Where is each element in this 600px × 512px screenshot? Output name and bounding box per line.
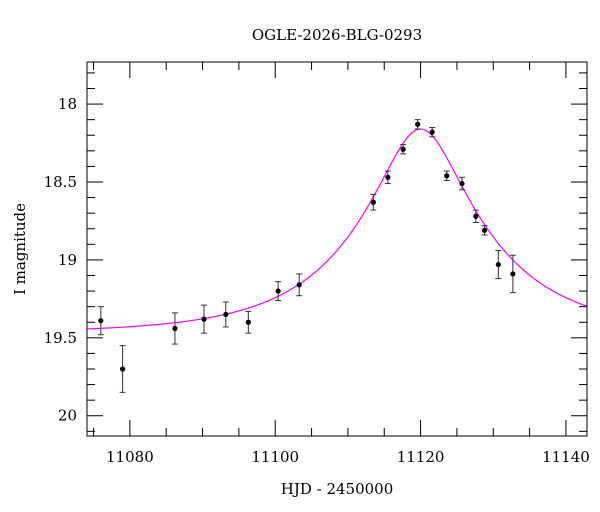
data-point xyxy=(97,306,104,336)
y-tick-label: 18 xyxy=(58,95,77,113)
data-point xyxy=(429,126,436,138)
model-curve xyxy=(86,128,588,330)
point-marker xyxy=(400,146,406,152)
point-marker xyxy=(385,174,391,180)
x-axis-label: HJD - 2450000 xyxy=(281,480,394,498)
data-point xyxy=(414,119,421,130)
data-point xyxy=(509,254,516,294)
point-marker xyxy=(120,366,126,372)
point-marker xyxy=(370,199,376,205)
point-marker xyxy=(473,213,479,219)
data-point xyxy=(495,250,502,280)
data-point xyxy=(222,301,229,328)
point-marker xyxy=(296,282,302,288)
model-curve-group xyxy=(86,128,588,330)
x-tick-label: 11120 xyxy=(397,448,445,466)
data-point xyxy=(245,310,252,334)
axis-ticks xyxy=(87,62,587,436)
point-marker xyxy=(245,319,251,325)
point-marker xyxy=(223,311,229,318)
data-point xyxy=(296,273,303,297)
data-point xyxy=(275,281,282,301)
data-point xyxy=(472,209,479,224)
data-points xyxy=(97,119,516,393)
data-point xyxy=(370,193,377,211)
data-point xyxy=(384,170,391,185)
point-marker xyxy=(415,121,421,127)
data-point xyxy=(481,225,488,236)
data-point xyxy=(171,312,178,345)
x-tick-label: 11100 xyxy=(251,448,299,466)
data-point xyxy=(400,144,407,155)
point-marker xyxy=(481,227,488,233)
y-tick-label: 18.5 xyxy=(44,173,77,191)
point-marker xyxy=(98,318,104,324)
point-marker xyxy=(275,288,281,294)
point-marker xyxy=(172,325,178,332)
point-marker xyxy=(201,316,207,322)
tick-labels: 11080 11100 11120 11140 18 18.5 19 19.5 20 xyxy=(44,95,590,466)
y-axis-label: I magnitude xyxy=(11,203,29,295)
x-tick-label: 11080 xyxy=(106,448,154,466)
y-tick-label: 19.5 xyxy=(44,329,77,347)
data-point xyxy=(443,170,450,181)
point-marker xyxy=(429,129,435,135)
point-marker xyxy=(510,271,516,277)
y-tick-label: 20 xyxy=(58,407,77,425)
y-tick-label: 19 xyxy=(58,251,77,269)
point-marker xyxy=(495,261,501,268)
point-marker xyxy=(444,173,450,179)
chart-title: OGLE-2026-BLG-0293 xyxy=(252,26,422,44)
data-point xyxy=(119,345,126,393)
plot-frame xyxy=(86,61,588,437)
data-point xyxy=(459,176,465,191)
data-point xyxy=(201,304,208,334)
point-marker xyxy=(459,180,465,187)
x-tick-label: 11140 xyxy=(542,448,590,466)
